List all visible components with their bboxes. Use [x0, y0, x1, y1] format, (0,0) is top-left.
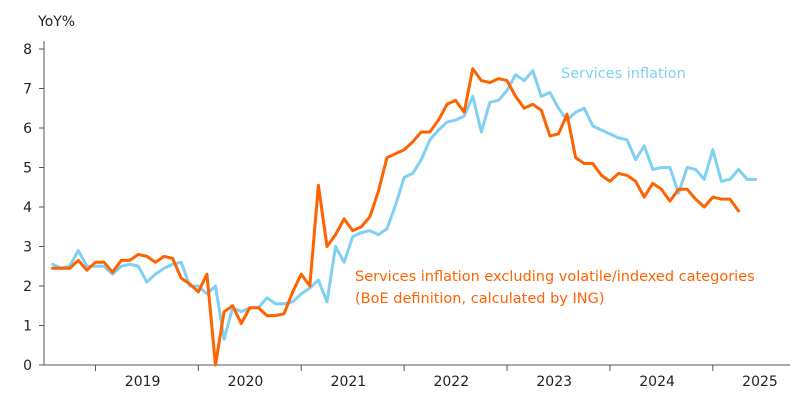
excluding-series-annotation-line2: (BoE definition, calculated by ING) — [355, 291, 605, 307]
y-axis: 0 1 2 3 4 5 6 7 8 — [23, 41, 45, 374]
x-tick-label: 2021 — [331, 374, 367, 390]
excluding-series-annotation-line1: Services inflation excluding volatile/in… — [355, 269, 755, 285]
x-tick-label: 2020 — [228, 374, 264, 390]
y-tick-label: 4 — [23, 200, 32, 216]
y-axis-unit-label: YoY% — [37, 14, 75, 30]
services-series-line — [51, 69, 758, 341]
y-tick-label: 0 — [23, 358, 32, 374]
x-axis: 2019 2020 2021 2022 2023 2024 2025 — [44, 364, 790, 390]
y-tick-label: 8 — [23, 42, 32, 58]
x-tick-label: 2019 — [125, 374, 161, 390]
y-tick-label: 5 — [23, 161, 32, 177]
x-tick-label: 2025 — [742, 374, 778, 390]
excluding-series-line — [51, 67, 741, 367]
x-tick-label: 2024 — [639, 374, 675, 390]
y-tick-label: 2 — [23, 279, 32, 295]
y-tick-label: 1 — [23, 319, 32, 335]
series-layer — [51, 67, 758, 367]
y-tick-label: 3 — [23, 240, 32, 256]
services-inflation-annotation: Services inflation — [561, 66, 686, 82]
y-tick-label: 6 — [23, 121, 32, 137]
x-tick-label: 2022 — [433, 374, 469, 390]
x-tick-label: 2023 — [536, 374, 572, 390]
y-tick-label: 7 — [23, 82, 32, 98]
